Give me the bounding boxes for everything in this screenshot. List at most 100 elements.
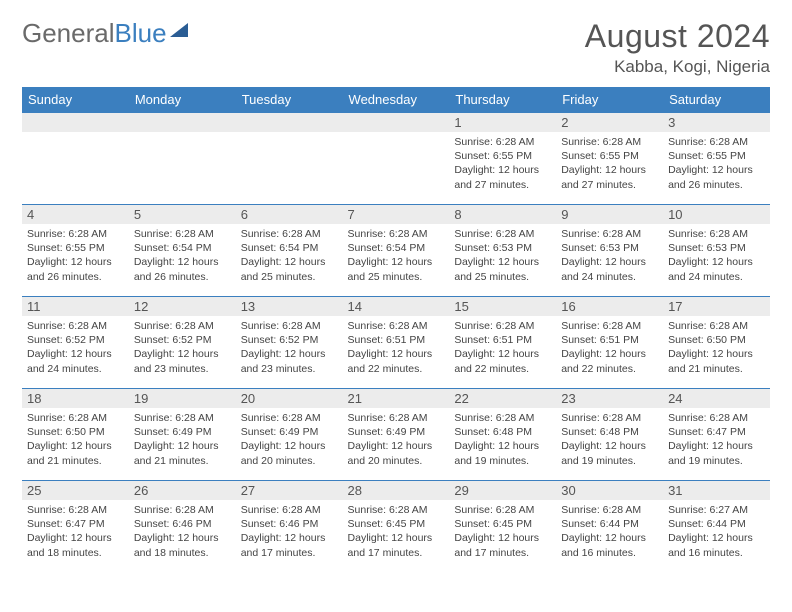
- calendar-cell: 16Sunrise: 6:28 AMSunset: 6:51 PMDayligh…: [556, 297, 663, 389]
- day-details: Sunrise: 6:28 AMSunset: 6:52 PMDaylight:…: [22, 316, 129, 379]
- weekday-header: Tuesday: [236, 87, 343, 113]
- day-details: Sunrise: 6:28 AMSunset: 6:45 PMDaylight:…: [449, 500, 556, 563]
- day-details: Sunrise: 6:28 AMSunset: 6:55 PMDaylight:…: [449, 132, 556, 195]
- day-number: 18: [22, 389, 129, 408]
- day-number: 3: [663, 113, 770, 132]
- calendar-cell: 19Sunrise: 6:28 AMSunset: 6:49 PMDayligh…: [129, 389, 236, 481]
- day-details: Sunrise: 6:28 AMSunset: 6:48 PMDaylight:…: [556, 408, 663, 471]
- day-number: 14: [343, 297, 450, 316]
- day-number: 16: [556, 297, 663, 316]
- calendar-cell: 10Sunrise: 6:28 AMSunset: 6:53 PMDayligh…: [663, 205, 770, 297]
- day-details: Sunrise: 6:28 AMSunset: 6:49 PMDaylight:…: [236, 408, 343, 471]
- calendar-cell: 13Sunrise: 6:28 AMSunset: 6:52 PMDayligh…: [236, 297, 343, 389]
- page-title: August 2024: [585, 18, 770, 55]
- calendar-table: Sunday Monday Tuesday Wednesday Thursday…: [22, 87, 770, 573]
- day-details: Sunrise: 6:28 AMSunset: 6:53 PMDaylight:…: [663, 224, 770, 287]
- calendar-cell: 20Sunrise: 6:28 AMSunset: 6:49 PMDayligh…: [236, 389, 343, 481]
- brand-logo: GeneralBlue: [22, 18, 188, 49]
- day-number: 23: [556, 389, 663, 408]
- day-number: 24: [663, 389, 770, 408]
- day-details: Sunrise: 6:28 AMSunset: 6:52 PMDaylight:…: [236, 316, 343, 379]
- day-number: 2: [556, 113, 663, 132]
- calendar-cell: 8Sunrise: 6:28 AMSunset: 6:53 PMDaylight…: [449, 205, 556, 297]
- triangle-icon: [170, 23, 188, 37]
- calendar-cell: 31Sunrise: 6:27 AMSunset: 6:44 PMDayligh…: [663, 481, 770, 573]
- calendar-week-row: 11Sunrise: 6:28 AMSunset: 6:52 PMDayligh…: [22, 297, 770, 389]
- day-details: Sunrise: 6:28 AMSunset: 6:51 PMDaylight:…: [449, 316, 556, 379]
- day-number: 26: [129, 481, 236, 500]
- day-number: 20: [236, 389, 343, 408]
- day-details: Sunrise: 6:28 AMSunset: 6:51 PMDaylight:…: [556, 316, 663, 379]
- calendar-cell: 30Sunrise: 6:28 AMSunset: 6:44 PMDayligh…: [556, 481, 663, 573]
- calendar-cell: 5Sunrise: 6:28 AMSunset: 6:54 PMDaylight…: [129, 205, 236, 297]
- brand-text-1: General: [22, 18, 115, 49]
- calendar-week-row: 18Sunrise: 6:28 AMSunset: 6:50 PMDayligh…: [22, 389, 770, 481]
- calendar-week-row: 4Sunrise: 6:28 AMSunset: 6:55 PMDaylight…: [22, 205, 770, 297]
- day-details: Sunrise: 6:28 AMSunset: 6:47 PMDaylight:…: [663, 408, 770, 471]
- day-details: Sunrise: 6:28 AMSunset: 6:53 PMDaylight:…: [556, 224, 663, 287]
- calendar-cell: 4Sunrise: 6:28 AMSunset: 6:55 PMDaylight…: [22, 205, 129, 297]
- calendar-week-row: 1Sunrise: 6:28 AMSunset: 6:55 PMDaylight…: [22, 113, 770, 205]
- day-details: Sunrise: 6:28 AMSunset: 6:47 PMDaylight:…: [22, 500, 129, 563]
- calendar-week-row: 25Sunrise: 6:28 AMSunset: 6:47 PMDayligh…: [22, 481, 770, 573]
- calendar-cell: [22, 113, 129, 205]
- day-number: 17: [663, 297, 770, 316]
- day-details: Sunrise: 6:28 AMSunset: 6:55 PMDaylight:…: [663, 132, 770, 195]
- day-details: Sunrise: 6:28 AMSunset: 6:53 PMDaylight:…: [449, 224, 556, 287]
- calendar-cell: 26Sunrise: 6:28 AMSunset: 6:46 PMDayligh…: [129, 481, 236, 573]
- day-number: 22: [449, 389, 556, 408]
- day-number: 30: [556, 481, 663, 500]
- weekday-header: Friday: [556, 87, 663, 113]
- calendar-cell: [343, 113, 450, 205]
- calendar-cell: 27Sunrise: 6:28 AMSunset: 6:46 PMDayligh…: [236, 481, 343, 573]
- calendar-cell: 24Sunrise: 6:28 AMSunset: 6:47 PMDayligh…: [663, 389, 770, 481]
- day-number: 28: [343, 481, 450, 500]
- calendar-cell: 2Sunrise: 6:28 AMSunset: 6:55 PMDaylight…: [556, 113, 663, 205]
- day-number: 6: [236, 205, 343, 224]
- calendar-cell: 17Sunrise: 6:28 AMSunset: 6:50 PMDayligh…: [663, 297, 770, 389]
- location-text: Kabba, Kogi, Nigeria: [585, 57, 770, 77]
- day-number: 12: [129, 297, 236, 316]
- day-number: 7: [343, 205, 450, 224]
- day-number: 13: [236, 297, 343, 316]
- calendar-cell: 22Sunrise: 6:28 AMSunset: 6:48 PMDayligh…: [449, 389, 556, 481]
- day-details: Sunrise: 6:28 AMSunset: 6:44 PMDaylight:…: [556, 500, 663, 563]
- title-block: August 2024 Kabba, Kogi, Nigeria: [585, 18, 770, 77]
- calendar-cell: 25Sunrise: 6:28 AMSunset: 6:47 PMDayligh…: [22, 481, 129, 573]
- calendar-cell: 7Sunrise: 6:28 AMSunset: 6:54 PMDaylight…: [343, 205, 450, 297]
- calendar-cell: 9Sunrise: 6:28 AMSunset: 6:53 PMDaylight…: [556, 205, 663, 297]
- day-details: Sunrise: 6:28 AMSunset: 6:49 PMDaylight:…: [129, 408, 236, 471]
- day-details: Sunrise: 6:28 AMSunset: 6:50 PMDaylight:…: [22, 408, 129, 471]
- calendar-cell: 29Sunrise: 6:28 AMSunset: 6:45 PMDayligh…: [449, 481, 556, 573]
- day-details: Sunrise: 6:28 AMSunset: 6:55 PMDaylight:…: [22, 224, 129, 287]
- calendar-body: 1Sunrise: 6:28 AMSunset: 6:55 PMDaylight…: [22, 113, 770, 573]
- weekday-header-row: Sunday Monday Tuesday Wednesday Thursday…: [22, 87, 770, 113]
- calendar-cell: 15Sunrise: 6:28 AMSunset: 6:51 PMDayligh…: [449, 297, 556, 389]
- day-number: 1: [449, 113, 556, 132]
- day-details: Sunrise: 6:28 AMSunset: 6:49 PMDaylight:…: [343, 408, 450, 471]
- calendar-cell: 6Sunrise: 6:28 AMSunset: 6:54 PMDaylight…: [236, 205, 343, 297]
- day-number: 27: [236, 481, 343, 500]
- day-number: 31: [663, 481, 770, 500]
- weekday-header: Wednesday: [343, 87, 450, 113]
- day-details: Sunrise: 6:28 AMSunset: 6:50 PMDaylight:…: [663, 316, 770, 379]
- day-details: Sunrise: 6:27 AMSunset: 6:44 PMDaylight:…: [663, 500, 770, 563]
- day-number: 29: [449, 481, 556, 500]
- day-number: 5: [129, 205, 236, 224]
- calendar-cell: 12Sunrise: 6:28 AMSunset: 6:52 PMDayligh…: [129, 297, 236, 389]
- day-details: Sunrise: 6:28 AMSunset: 6:48 PMDaylight:…: [449, 408, 556, 471]
- day-number: 25: [22, 481, 129, 500]
- day-details: Sunrise: 6:28 AMSunset: 6:46 PMDaylight:…: [236, 500, 343, 563]
- day-number: 15: [449, 297, 556, 316]
- calendar-cell: 14Sunrise: 6:28 AMSunset: 6:51 PMDayligh…: [343, 297, 450, 389]
- day-number: 19: [129, 389, 236, 408]
- calendar-cell: 28Sunrise: 6:28 AMSunset: 6:45 PMDayligh…: [343, 481, 450, 573]
- day-number: 21: [343, 389, 450, 408]
- day-number: 8: [449, 205, 556, 224]
- day-details: Sunrise: 6:28 AMSunset: 6:51 PMDaylight:…: [343, 316, 450, 379]
- day-details: Sunrise: 6:28 AMSunset: 6:52 PMDaylight:…: [129, 316, 236, 379]
- weekday-header: Saturday: [663, 87, 770, 113]
- day-details: Sunrise: 6:28 AMSunset: 6:46 PMDaylight:…: [129, 500, 236, 563]
- calendar-cell: [236, 113, 343, 205]
- calendar-cell: 21Sunrise: 6:28 AMSunset: 6:49 PMDayligh…: [343, 389, 450, 481]
